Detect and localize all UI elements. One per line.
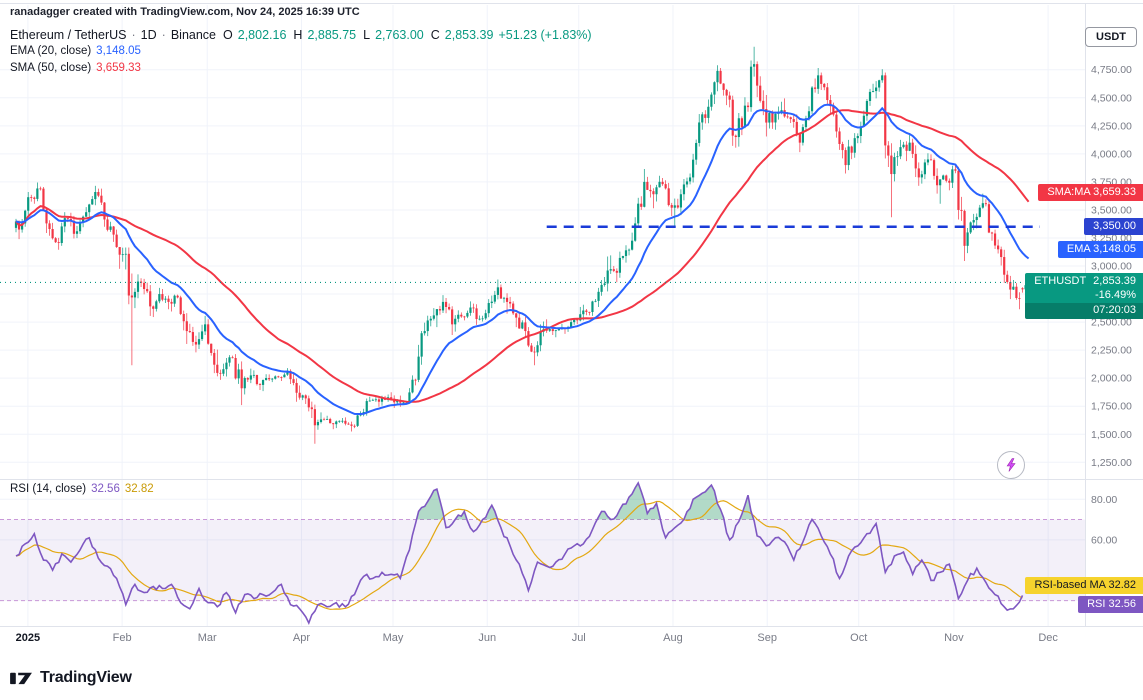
svg-text:Sep: Sep (757, 632, 777, 644)
svg-text:Apr: Apr (293, 632, 310, 644)
level-axis-badge: 3,350.00 (1084, 218, 1143, 236)
svg-text:Jul: Jul (572, 632, 586, 644)
sma-label: SMA (50, close) (10, 62, 92, 74)
svg-text:3,000.00: 3,000.00 (1091, 261, 1132, 273)
svg-text:2,250.00: 2,250.00 (1091, 345, 1132, 357)
rsi-legend: RSI (14, close) 32.56 32.82 (10, 483, 154, 500)
svg-text:2,500.00: 2,500.00 (1091, 317, 1132, 329)
rsi-band (0, 519, 1085, 602)
ohlc-close-value: 2,853.39 (444, 28, 494, 42)
sma-value: 3,659.33 (96, 62, 141, 74)
ohlc-low-value: 2,763.00 (375, 28, 424, 42)
logo-mark-icon (10, 672, 32, 685)
svg-text:1,250.00: 1,250.00 (1091, 457, 1132, 469)
exchange-label: Binance (170, 28, 217, 42)
flash-icon[interactable] (997, 451, 1025, 479)
svg-text:2,000.00: 2,000.00 (1091, 373, 1132, 385)
ema-axis-badge: EMA 3,148.05 (1057, 240, 1143, 258)
svg-text:4,750.00: 4,750.00 (1091, 64, 1132, 76)
rsi-label: RSI (14, close) (10, 483, 87, 495)
sma-line (15, 109, 1030, 403)
gridlines (0, 5, 1085, 626)
top-divider (0, 3, 1143, 4)
price-badge-price: 2,853.39 (1093, 275, 1136, 288)
price-badge-countdown: 07:20:03 (1025, 303, 1143, 320)
ema-label: EMA (20, close) (10, 45, 92, 57)
attribution-text: ranadagger created with TradingView.com,… (10, 6, 360, 18)
ema-value: 3,148.05 (96, 45, 141, 57)
svg-text:3,500.00: 3,500.00 (1091, 204, 1132, 216)
ohlc-high-value: 2,885.75 (307, 28, 357, 42)
rsi-legend-row[interactable]: RSI (14, close) 32.56 32.82 (10, 483, 154, 500)
svg-text:4,500.00: 4,500.00 (1091, 92, 1132, 104)
sma-layer (15, 109, 1030, 403)
price-axis-badge: ETHUSDT 2,853.39 -16.49% 07:20:03 (1025, 273, 1143, 320)
lightning-bolt-icon (1006, 458, 1016, 472)
svg-text:May: May (383, 632, 404, 644)
svg-text:Jun: Jun (478, 632, 496, 644)
price-badge-symbol: ETHUSDT (1034, 275, 1087, 288)
main-legend: Ethereum / TetherUS · 1D · Binance O 2,8… (10, 28, 592, 79)
svg-text:Aug: Aug (663, 632, 683, 644)
svg-text:Dec: Dec (1038, 632, 1058, 644)
svg-text:60.00: 60.00 (1091, 534, 1117, 546)
logo-wordmark: TradingView (40, 668, 132, 686)
rsi-line (15, 481, 1024, 626)
ohlc-open-letter: O (223, 28, 233, 42)
symbol-legend-row[interactable]: Ethereum / TetherUS · 1D · Binance O 2,8… (10, 28, 592, 42)
rsi-overbought-fill (416, 483, 754, 520)
price-badge-change: -16.49% (1095, 289, 1136, 302)
svg-text:4,250.00: 4,250.00 (1091, 120, 1132, 132)
svg-text:Oct: Oct (850, 632, 867, 644)
svg-text:2025: 2025 (16, 632, 40, 644)
symbol-name: Ethereum / TetherUS (10, 28, 127, 42)
svg-text:1,500.00: 1,500.00 (1091, 429, 1132, 441)
svg-text:Feb: Feb (113, 632, 132, 644)
sma-legend-row[interactable]: SMA (50, close) 3,659.33 (10, 62, 592, 79)
ohlc-close-letter: C (430, 28, 440, 42)
svg-text:4,000.00: 4,000.00 (1091, 148, 1132, 160)
svg-text:80.00: 80.00 (1091, 494, 1117, 506)
svg-text:1,750.00: 1,750.00 (1091, 401, 1132, 413)
ohlc-low-letter: L (363, 28, 371, 42)
candles-layer (14, 46, 1030, 444)
rsi-value: 32.56 (91, 483, 120, 495)
tradingview-logo[interactable]: TradingView (10, 668, 132, 687)
change-value: +51.23 (+1.83%) (498, 28, 592, 42)
ohlc-high-letter: H (293, 28, 303, 42)
rsi-layer (15, 481, 1024, 626)
rsi-axis-badge: RSI 32.56 (1078, 595, 1143, 613)
sma-axis-badge: SMA:MA 3,659.33 (1038, 183, 1143, 201)
svg-text:Mar: Mar (198, 632, 217, 644)
interval-label: 1D (140, 28, 157, 42)
rsi-ma-value: 32.82 (124, 483, 154, 495)
currency-unit-button[interactable]: USDT (1085, 27, 1137, 47)
rsi-ma-layer (15, 500, 1023, 610)
rsi-ma-line (15, 500, 1023, 610)
time-axis-labels: 2025 Feb Mar Apr May Jun Jul Aug Sep Oct Nov Dec (16, 632, 1059, 644)
ema-layer (15, 103, 1030, 415)
ema-legend-row[interactable]: EMA (20, close) 3,148.05 (10, 45, 592, 62)
rsi-ma-axis-badge: RSI-based MA 32.82 (1025, 577, 1143, 595)
ema-line (15, 103, 1030, 415)
ohlc-open-value: 2,802.16 (237, 28, 287, 42)
svg-text:Nov: Nov (944, 632, 964, 644)
